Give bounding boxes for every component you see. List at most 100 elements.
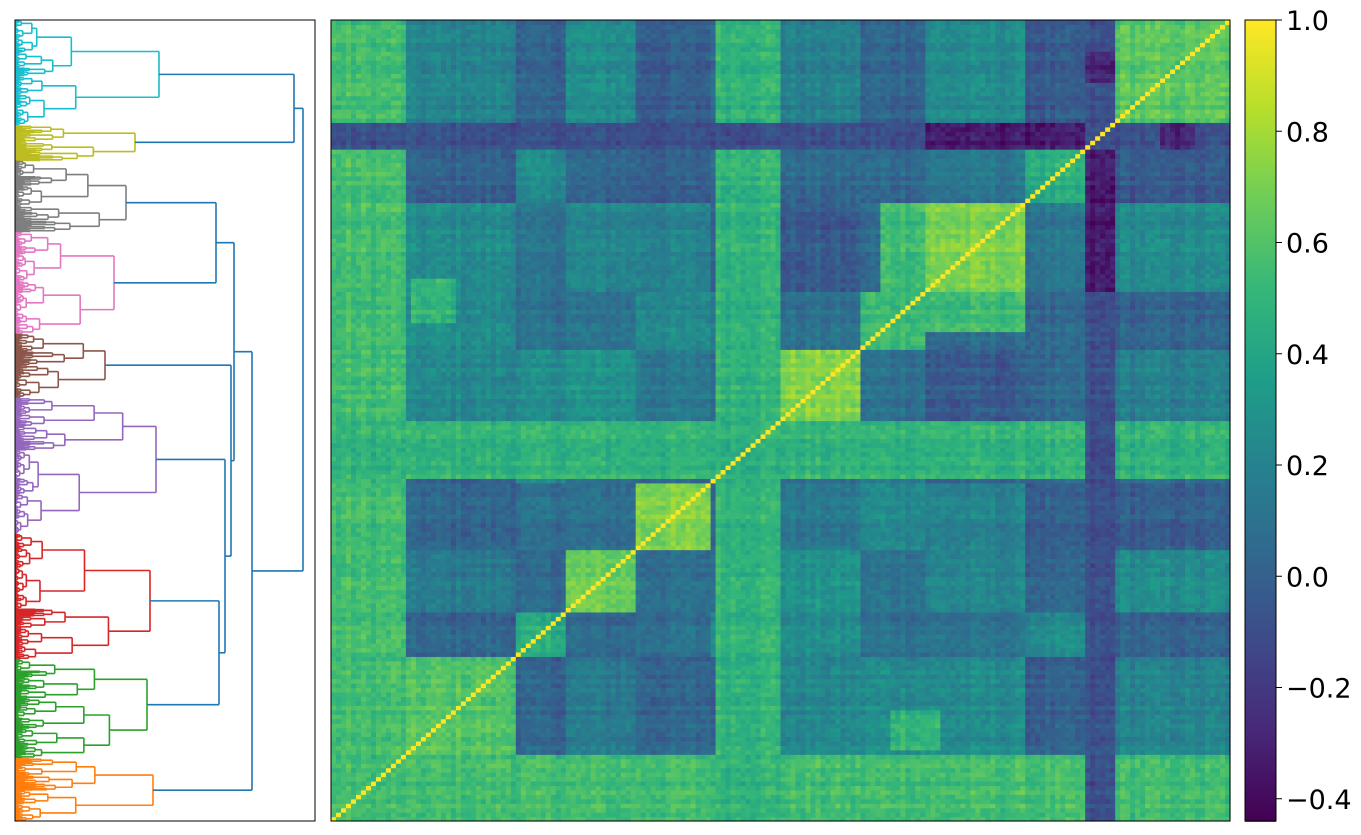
heatmap-cell xyxy=(356,799,362,804)
heatmap-cell xyxy=(586,799,592,804)
heatmap-cell xyxy=(596,777,602,782)
heatmap-cell xyxy=(895,777,901,782)
heatmap-cell xyxy=(1155,781,1161,786)
heatmap-cell xyxy=(795,777,801,782)
heatmap-cell xyxy=(920,777,926,782)
heatmap-cell xyxy=(805,799,811,804)
heatmap-cell xyxy=(671,785,677,790)
heatmap-cell xyxy=(930,781,936,786)
heatmap-cell xyxy=(1075,812,1081,817)
heatmap-cell xyxy=(1040,808,1046,813)
heatmap-cell xyxy=(965,799,971,804)
heatmap-cell xyxy=(950,772,956,777)
heatmap-cell xyxy=(875,799,881,804)
heatmap-cell xyxy=(1065,799,1071,804)
heatmap-cell xyxy=(756,794,762,799)
heatmap-cell xyxy=(805,812,811,817)
heatmap-cell xyxy=(825,799,831,804)
heatmap-cell xyxy=(845,812,851,817)
heatmap-cell xyxy=(571,785,577,790)
heatmap-cell xyxy=(501,785,507,790)
heatmap-cell xyxy=(766,803,772,808)
heatmap-cell xyxy=(431,777,437,782)
heatmap-cell xyxy=(626,777,632,782)
heatmap-cell xyxy=(691,794,697,799)
heatmap-cell xyxy=(1090,777,1096,782)
heatmap-cell xyxy=(556,812,562,817)
heatmap-cell xyxy=(441,799,447,804)
heatmap-cell xyxy=(721,777,727,782)
heatmap-cell xyxy=(496,794,502,799)
heatmap-cell xyxy=(990,808,996,813)
heatmap-cell xyxy=(1135,772,1141,777)
heatmap-cell xyxy=(701,781,707,786)
heatmap-cell xyxy=(1120,803,1126,808)
heatmap-cell xyxy=(576,768,582,773)
heatmap-cell xyxy=(696,808,702,813)
heatmap-cell xyxy=(1185,812,1191,817)
heatmap-cell xyxy=(875,785,881,790)
heatmap-cell xyxy=(716,768,722,773)
heatmap-cell xyxy=(536,768,542,773)
heatmap-cell xyxy=(516,781,522,786)
heatmap-cell xyxy=(900,777,906,782)
heatmap-cell xyxy=(1105,794,1111,799)
heatmap-cell xyxy=(955,794,961,799)
heatmap-panel xyxy=(331,20,1231,822)
heatmap-cell xyxy=(790,772,796,777)
heatmap-cell xyxy=(636,808,642,813)
heatmap-cell xyxy=(1030,785,1036,790)
heatmap-cell xyxy=(870,785,876,790)
heatmap-cell xyxy=(711,808,717,813)
heatmap-cell xyxy=(756,790,762,795)
heatmap-cell xyxy=(546,785,552,790)
heatmap-cell xyxy=(486,768,492,773)
heatmap-cell xyxy=(476,781,482,786)
heatmap-cell xyxy=(381,790,387,795)
heatmap-cell xyxy=(506,794,512,799)
heatmap-cell xyxy=(616,781,622,786)
heatmap-cell xyxy=(751,803,757,808)
heatmap-cell xyxy=(651,812,657,817)
heatmap-cell xyxy=(1185,790,1191,795)
heatmap-cell xyxy=(621,808,627,813)
heatmap-cell xyxy=(815,772,821,777)
heatmap-cell xyxy=(1050,794,1056,799)
heatmap-cell xyxy=(1150,808,1156,813)
heatmap-cell xyxy=(900,812,906,817)
heatmap-cell xyxy=(571,808,577,813)
heatmap-cell xyxy=(845,781,851,786)
heatmap-cell xyxy=(975,799,981,804)
heatmap-cell xyxy=(900,772,906,777)
heatmap-cell xyxy=(1185,794,1191,799)
heatmap-cell xyxy=(880,785,886,790)
heatmap-cell xyxy=(915,772,921,777)
heatmap-cell xyxy=(990,812,996,817)
heatmap-cell xyxy=(751,808,757,813)
heatmap-cell xyxy=(845,803,851,808)
heatmap-cell xyxy=(820,803,826,808)
heatmap-cell xyxy=(1020,781,1026,786)
heatmap-cell xyxy=(781,812,787,817)
heatmap-cell xyxy=(980,799,986,804)
heatmap-cell xyxy=(1000,777,1006,782)
heatmap-cell xyxy=(950,808,956,813)
heatmap-cell xyxy=(351,777,357,782)
heatmap-cell xyxy=(1195,812,1201,817)
heatmap-cell xyxy=(930,772,936,777)
heatmap-cell xyxy=(835,785,841,790)
heatmap-cell xyxy=(1035,781,1041,786)
heatmap-cell xyxy=(790,777,796,782)
heatmap-cell xyxy=(641,790,647,795)
heatmap-cell xyxy=(795,803,801,808)
heatmap-cell xyxy=(331,785,337,790)
heatmap-cell xyxy=(691,781,697,786)
heatmap-cell xyxy=(980,772,986,777)
heatmap-cell xyxy=(910,803,916,808)
heatmap-cell xyxy=(1200,808,1206,813)
heatmap-cell xyxy=(1175,803,1181,808)
heatmap-cell xyxy=(681,794,687,799)
heatmap-cell xyxy=(721,790,727,795)
heatmap-cell xyxy=(571,812,577,817)
heatmap-cell xyxy=(970,812,976,817)
